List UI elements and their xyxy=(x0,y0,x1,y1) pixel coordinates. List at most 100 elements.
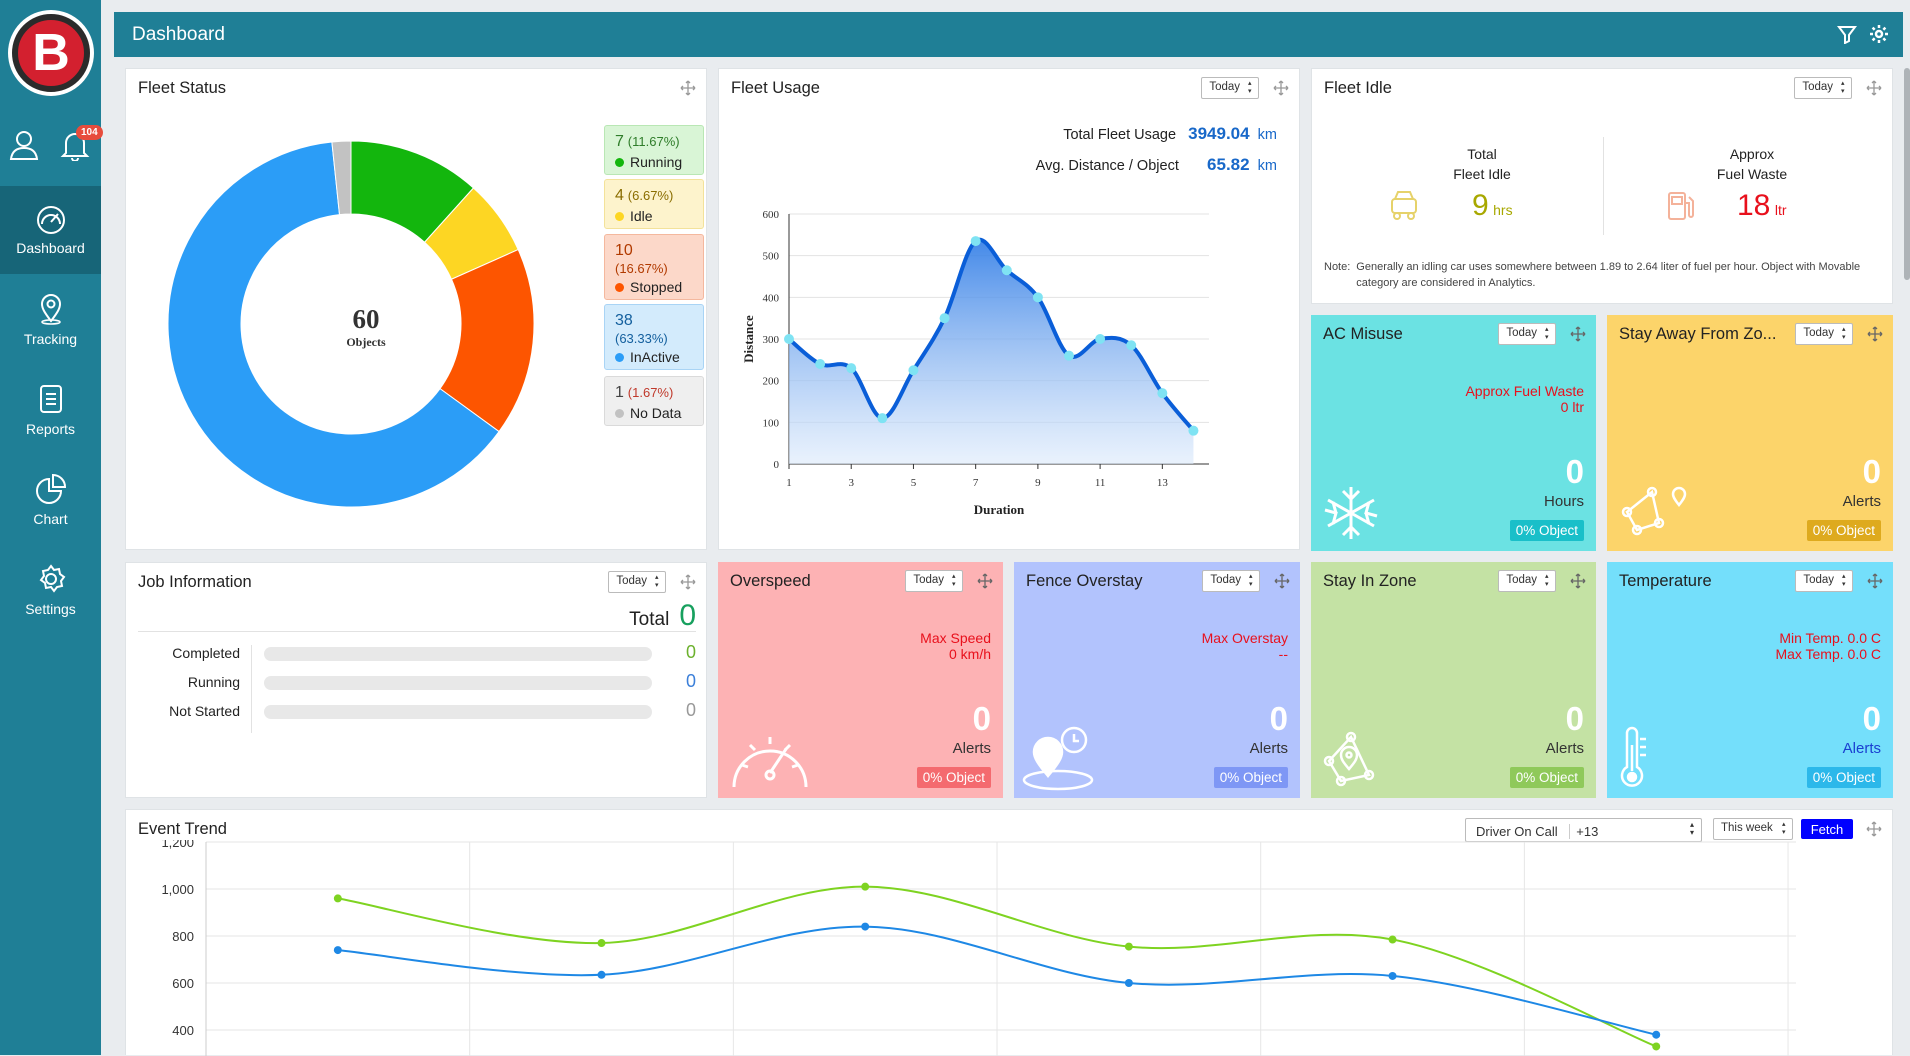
trend-point[interactable] xyxy=(333,894,342,903)
legend-item-idle[interactable]: 4 (6.67%) Idle xyxy=(604,179,704,229)
usage-point[interactable] xyxy=(1157,388,1168,399)
fleet-status-panel: Fleet Status 60 Objects 7 (11.67%) Runnin… xyxy=(125,68,707,550)
trend-point[interactable] xyxy=(1388,935,1397,944)
trend-point[interactable] xyxy=(1652,1042,1661,1051)
donut-total-label: Objects xyxy=(346,335,386,349)
move-icon[interactable] xyxy=(1274,573,1290,589)
legend-dot xyxy=(615,352,624,362)
fleet-idle-period-select[interactable]: Today xyxy=(1794,77,1852,99)
min-temp-label: Min Temp. 0.0 C xyxy=(1779,630,1881,646)
move-icon[interactable] xyxy=(1570,573,1586,589)
move-icon[interactable] xyxy=(680,574,696,590)
usage-point[interactable] xyxy=(970,236,981,247)
job-row-label: Completed xyxy=(172,645,240,661)
dashboard-icon xyxy=(36,206,65,234)
panel-title: Job Information xyxy=(138,573,252,591)
legend-item-no-data[interactable]: 1 (1.67%) No Data xyxy=(604,376,704,426)
user-icon[interactable] xyxy=(8,129,40,161)
move-icon[interactable] xyxy=(1867,326,1883,342)
usage-point[interactable] xyxy=(939,313,950,324)
fleet-usage-period-select[interactable]: Today xyxy=(1201,77,1259,99)
x-tick-label: 3 xyxy=(848,477,854,489)
event-type-value: Driver On Call xyxy=(1476,824,1558,839)
nav-label: Dashboard xyxy=(16,240,85,256)
nav-settings[interactable]: Settings xyxy=(0,546,101,634)
usage-point[interactable] xyxy=(1095,334,1106,344)
move-icon[interactable] xyxy=(1273,80,1289,96)
event-type-select[interactable]: Driver On Call +13 ▴▾ xyxy=(1465,818,1702,842)
usage-point[interactable] xyxy=(1064,350,1074,361)
usage-point[interactable] xyxy=(908,365,919,376)
move-icon[interactable] xyxy=(1866,821,1882,837)
move-icon[interactable] xyxy=(680,80,696,96)
fence-overstay-object-badge: 0% Object xyxy=(1213,767,1288,788)
trend-point[interactable] xyxy=(1388,971,1397,980)
filter-icon[interactable] xyxy=(1837,24,1857,44)
usage-point[interactable] xyxy=(815,359,826,369)
usage-point[interactable] xyxy=(1001,265,1012,276)
usage-point[interactable] xyxy=(1188,425,1199,436)
app-logo[interactable]: B xyxy=(8,10,94,96)
x-tick-label: 5 xyxy=(911,477,917,489)
ac-misuse-period-select[interactable]: Today xyxy=(1498,323,1556,345)
notification-badge: 104 xyxy=(76,125,103,140)
trend-point[interactable] xyxy=(861,882,870,891)
move-icon[interactable] xyxy=(977,573,993,589)
fence-overstay-panel: Fence Overstay Today Max Overstay -- 0 A… xyxy=(1014,562,1300,798)
stay-in-zone-period-select[interactable]: Today xyxy=(1498,570,1556,592)
location-pin-icon xyxy=(40,294,61,325)
trend-point[interactable] xyxy=(1652,1030,1661,1039)
nav-reports[interactable]: Reports xyxy=(0,366,101,454)
panel-title: Stay In Zone xyxy=(1323,572,1417,590)
stay-away-period-select[interactable]: Today xyxy=(1795,323,1853,345)
trend-point[interactable] xyxy=(1124,979,1133,987)
y-tick-label: 0 xyxy=(774,459,780,471)
job-row-label: Not Started xyxy=(169,703,240,719)
legend-count: 10 xyxy=(615,242,633,259)
move-icon[interactable] xyxy=(1867,573,1883,589)
legend-item-running[interactable]: 7 (11.67%) Running xyxy=(604,125,704,175)
usage-point[interactable] xyxy=(846,363,857,374)
nav-dashboard[interactable]: Dashboard xyxy=(0,186,101,274)
trend-point[interactable] xyxy=(333,946,342,955)
legend-percent: (11.67%) xyxy=(627,134,680,149)
legend-percent: (6.67%) xyxy=(627,188,674,203)
usage-point[interactable] xyxy=(877,413,888,424)
trend-point[interactable] xyxy=(1124,942,1133,951)
settings-gear-icon[interactable] xyxy=(1869,24,1889,44)
trend-point[interactable] xyxy=(597,970,606,979)
avg-distance-unit: km xyxy=(1257,158,1277,174)
job-period-select[interactable]: Today xyxy=(608,571,666,593)
legend-count: 1 xyxy=(615,384,624,401)
legend-item-stopped[interactable]: 10 (16.67%) Stopped xyxy=(604,234,704,300)
fence-overstay-period-select[interactable]: Today xyxy=(1202,570,1260,592)
panel-title: Fleet Status xyxy=(138,79,227,97)
usage-point[interactable] xyxy=(784,334,794,344)
fleet-idle-note: Generally an idling car uses somewhere b… xyxy=(1356,261,1861,289)
panel-title: Overspeed xyxy=(730,572,811,590)
fetch-button[interactable]: Fetch xyxy=(1801,819,1853,839)
nav-tracking[interactable]: Tracking xyxy=(0,276,101,364)
max-speed-label: Max Speed xyxy=(920,630,991,646)
temperature-period-select[interactable]: Today xyxy=(1795,570,1853,592)
x-axis-label: Duration xyxy=(974,502,1025,517)
overspeed-period-select[interactable]: Today xyxy=(905,570,963,592)
scrollbar-thumb[interactable] xyxy=(1904,68,1910,280)
move-icon[interactable] xyxy=(1570,326,1586,342)
event-period-select[interactable]: This week xyxy=(1713,818,1793,840)
fence-timer-icon xyxy=(1022,726,1094,791)
nav-label: Chart xyxy=(33,511,68,527)
donut-slice-inactive[interactable] xyxy=(167,141,500,508)
y-tick-label: 600 xyxy=(763,209,780,221)
trend-point[interactable] xyxy=(861,922,870,931)
job-progress-bar xyxy=(264,647,652,661)
nav-chart[interactable]: Chart xyxy=(0,456,101,544)
trend-point[interactable] xyxy=(597,939,606,948)
move-icon[interactable] xyxy=(1866,80,1882,96)
legend-percent: (1.67%) xyxy=(627,385,674,400)
usage-point[interactable] xyxy=(1032,292,1043,303)
legend-item-inactive[interactable]: 38 (63.33%) InActive xyxy=(604,304,704,370)
donut-slice-no-data[interactable] xyxy=(331,140,352,216)
usage-point[interactable] xyxy=(1126,340,1137,351)
